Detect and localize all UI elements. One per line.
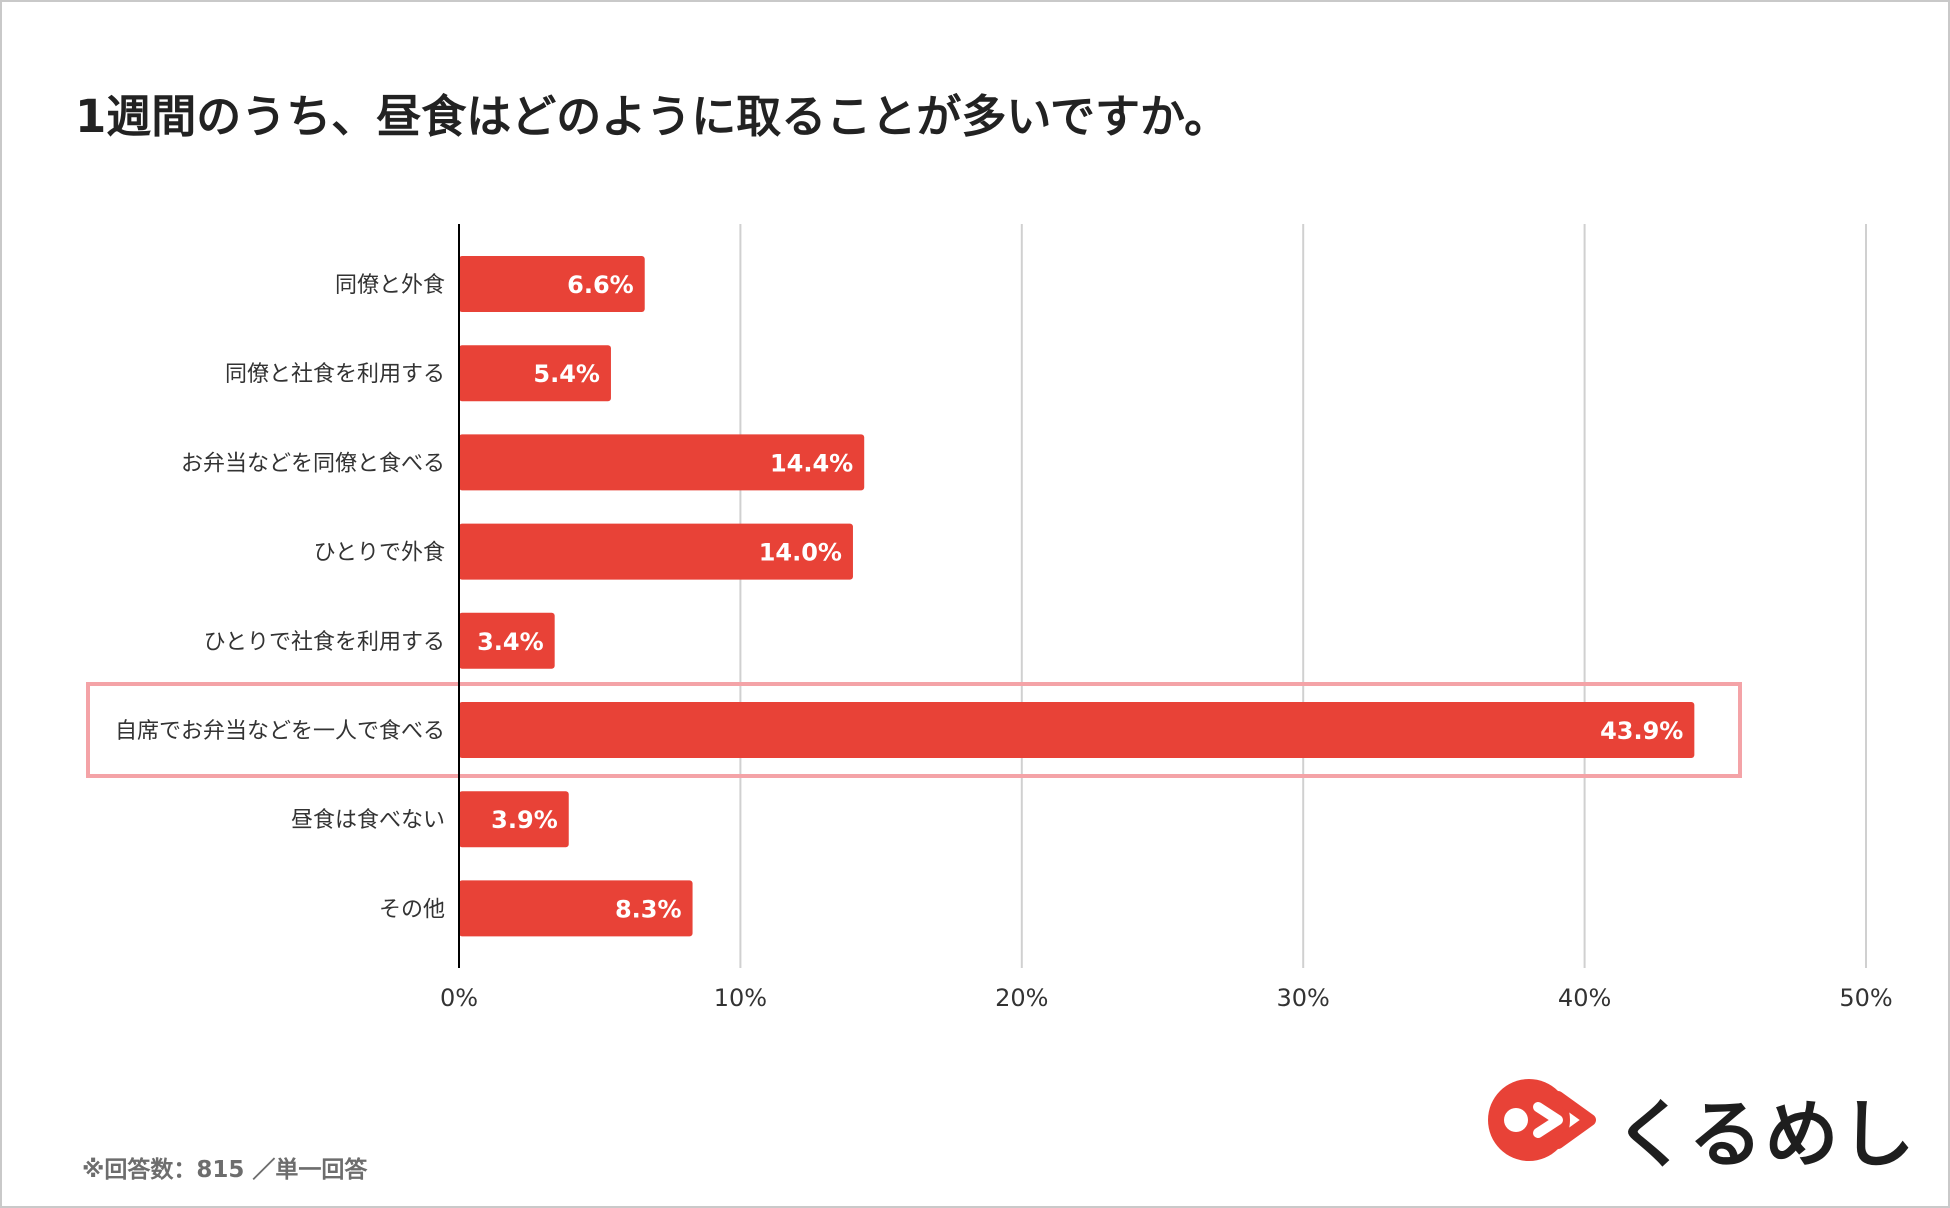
bar <box>459 791 569 848</box>
category-label: お弁当などを同僚と食べる <box>181 451 445 476</box>
category-label: ひとりで社食を利用する <box>204 630 445 655</box>
data-label: 5.4% <box>533 360 600 388</box>
category-label: 自席でお弁当などを一人で食べる <box>115 719 445 744</box>
bar <box>459 702 1695 758</box>
kurumeshi-logo-mark-icon <box>1488 1079 1596 1161</box>
bar <box>459 612 555 669</box>
logo-text: くるめし <box>1614 1092 1917 1178</box>
bar <box>459 880 693 937</box>
bar <box>459 345 611 402</box>
category-label: 同僚と外食 <box>335 273 445 298</box>
data-label: 3.4% <box>477 628 544 656</box>
footnote: ※回答数：815 ／単一回答 <box>82 1157 368 1183</box>
bar <box>459 256 645 312</box>
x-tick-label: 50% <box>1839 984 1892 1012</box>
data-label: 3.9% <box>491 806 558 834</box>
bar <box>459 434 865 491</box>
x-tick-label: 20% <box>995 984 1048 1012</box>
data-label: 43.9% <box>1600 717 1683 745</box>
x-tick-label: 30% <box>1277 984 1330 1012</box>
category-label: 昼食は食べない <box>291 808 445 833</box>
chart-title: 1週間のうち、昼食はどのように取ることが多いですか。 <box>75 90 1230 143</box>
category-label: その他 <box>379 897 445 922</box>
bar <box>459 523 853 580</box>
category-label: 同僚と社食を利用する <box>225 362 445 387</box>
highlight-box <box>86 682 1742 778</box>
x-tick-label: 10% <box>714 984 767 1012</box>
x-tick-label: 40% <box>1558 984 1611 1012</box>
data-label: 6.6% <box>567 271 634 299</box>
data-label: 14.0% <box>759 539 842 567</box>
bar-chart: 0% 10% 20% 30% 40% 50% 同僚と外食 6.6% 同僚と社食を利用する 5.4%… <box>86 224 1893 1012</box>
data-label: 8.3% <box>615 895 682 923</box>
x-tick-label: 0% <box>440 984 478 1012</box>
brand-logo: くるめし <box>1486 1075 1915 1178</box>
data-label: 14.4% <box>770 449 853 477</box>
category-label: ひとりで外食 <box>314 541 445 566</box>
